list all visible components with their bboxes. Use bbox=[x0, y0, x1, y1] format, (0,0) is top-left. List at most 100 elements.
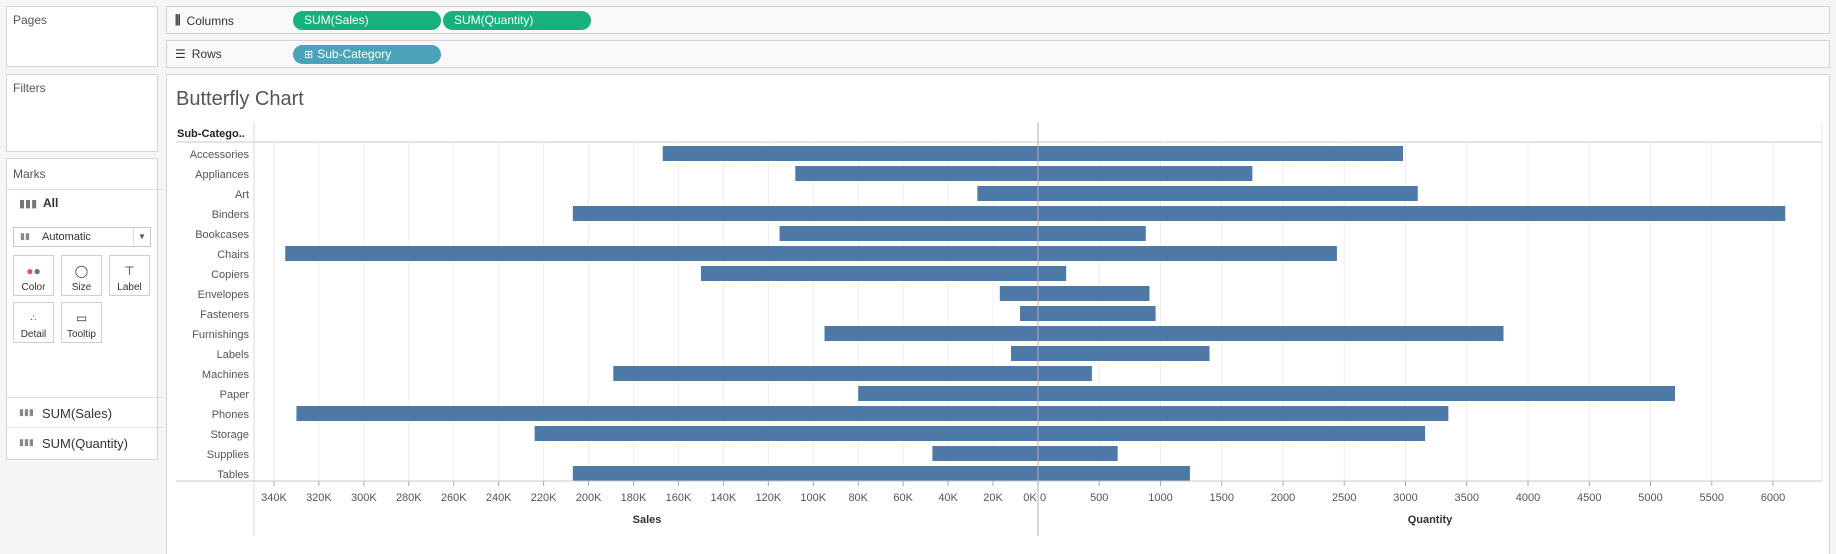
pages-card[interactable]: Pages bbox=[6, 6, 158, 67]
detail-icon: ∴ bbox=[30, 313, 37, 323]
quantity-bar[interactable] bbox=[1038, 266, 1067, 281]
category-label: Machines bbox=[202, 369, 250, 381]
quantity-tick-label: 1500 bbox=[1210, 492, 1234, 504]
sales-bar[interactable] bbox=[662, 146, 1038, 161]
quantity-tick-label: 4000 bbox=[1516, 492, 1540, 504]
color-button-label: Color bbox=[21, 282, 46, 293]
quantity-bar[interactable] bbox=[1038, 386, 1675, 401]
marks-all-label: All bbox=[43, 196, 59, 210]
quantity-tick-label: 500 bbox=[1090, 492, 1108, 504]
rows-pill-sub-category[interactable]: ⊞ Sub-Category bbox=[293, 45, 441, 64]
tooltip-icon: ▭ bbox=[75, 311, 88, 325]
quantity-tick-label: 1000 bbox=[1148, 492, 1172, 504]
expand-icon: ⊞ bbox=[304, 49, 314, 61]
quantity-bar[interactable] bbox=[1038, 206, 1786, 221]
sales-bar[interactable] bbox=[779, 226, 1038, 241]
category-label: Chairs bbox=[217, 249, 249, 261]
category-label: Storage bbox=[210, 429, 249, 441]
category-label: Bookcases bbox=[195, 229, 249, 241]
sales-bar[interactable] bbox=[1020, 306, 1038, 321]
filters-card[interactable]: Filters bbox=[6, 74, 158, 152]
columns-pill-quantity[interactable]: SUM(Quantity) bbox=[443, 11, 591, 30]
size-icon: ◯ bbox=[74, 264, 89, 278]
chart-title: Butterfly Chart bbox=[176, 88, 304, 110]
mark-type-dropdown[interactable]: ▮▮ Automatic ▼ bbox=[13, 227, 151, 247]
category-label: Binders bbox=[212, 209, 250, 221]
quantity-bar[interactable] bbox=[1038, 426, 1426, 441]
columns-shelf[interactable]: ⫼ Columns SUM(Sales) SUM(Quantity) bbox=[166, 6, 1830, 34]
sales-tick-label: 0K bbox=[1023, 492, 1037, 504]
quantity-bar[interactable] bbox=[1038, 406, 1449, 421]
sales-tick-label: 40K bbox=[938, 492, 958, 504]
quantity-tick-label: 2500 bbox=[1332, 492, 1356, 504]
marks-all-row[interactable]: ▮▮▮ All bbox=[7, 189, 163, 217]
category-label: Appliances bbox=[195, 169, 249, 181]
quantity-bar[interactable] bbox=[1038, 186, 1418, 201]
quantity-bar[interactable] bbox=[1038, 286, 1150, 301]
sales-bar[interactable] bbox=[613, 366, 1038, 381]
quantity-bar[interactable] bbox=[1038, 226, 1146, 241]
pages-card-title: Pages bbox=[13, 13, 48, 27]
row-header-label: Sub-Catego.. bbox=[177, 128, 245, 140]
measure-sales-label: SUM(Sales) bbox=[42, 406, 113, 421]
columns-pill-quantity-label: SUM(Quantity) bbox=[454, 13, 534, 27]
sales-bar[interactable] bbox=[534, 426, 1038, 441]
quantity-bar[interactable] bbox=[1038, 326, 1504, 341]
quantity-bar[interactable] bbox=[1038, 466, 1190, 481]
sales-tick-label: 340K bbox=[261, 492, 287, 504]
quantity-tick-label: 5000 bbox=[1638, 492, 1662, 504]
sales-bar[interactable] bbox=[977, 186, 1038, 201]
quantity-bar[interactable] bbox=[1038, 146, 1404, 161]
sales-bar[interactable] bbox=[932, 446, 1038, 461]
quantity-bar[interactable] bbox=[1038, 246, 1337, 261]
tooltip-button-label: Tooltip bbox=[67, 329, 96, 340]
sales-bar[interactable] bbox=[285, 246, 1038, 261]
quantity-bar[interactable] bbox=[1038, 446, 1118, 461]
category-label: Furnishings bbox=[192, 329, 249, 341]
bar-chart-icon: ▮▮▮ bbox=[19, 407, 34, 417]
tooltip-button[interactable]: ▭ Tooltip bbox=[61, 302, 102, 343]
sales-bar[interactable] bbox=[999, 286, 1038, 301]
measure-sales-row[interactable]: ▮▮▮ SUM(Sales) bbox=[7, 397, 163, 427]
sales-bar[interactable] bbox=[572, 206, 1038, 221]
sales-bar[interactable] bbox=[572, 466, 1038, 481]
marks-card: Marks ▮▮▮ All ▮▮ Automatic ▼ ●● Color ◯ … bbox=[6, 158, 163, 460]
rows-shelf-label: Rows bbox=[191, 47, 222, 61]
sales-tick-label: 320K bbox=[306, 492, 332, 504]
bar-chart-icon: ▮▮▮ bbox=[19, 437, 34, 447]
quantity-bar[interactable] bbox=[1038, 306, 1156, 321]
category-label: Supplies bbox=[207, 449, 250, 461]
mark-type-value: Automatic bbox=[42, 231, 91, 243]
columns-pill-sales[interactable]: SUM(Sales) bbox=[293, 11, 441, 30]
sales-bar[interactable] bbox=[296, 406, 1039, 421]
sales-tick-label: 20K bbox=[983, 492, 1003, 504]
rows-icon: ☰ bbox=[175, 47, 186, 61]
sales-bar[interactable] bbox=[700, 266, 1038, 281]
rows-pill-sub-category-label: Sub-Category bbox=[317, 47, 392, 61]
columns-shelf-header: ⫼ Columns bbox=[175, 13, 234, 28]
quantity-bar[interactable] bbox=[1038, 366, 1092, 381]
sales-bar[interactable] bbox=[824, 326, 1038, 341]
label-button[interactable]: ⊤ Label bbox=[109, 255, 150, 296]
label-icon: ⊤ bbox=[124, 264, 135, 278]
quantity-bar[interactable] bbox=[1038, 346, 1210, 361]
category-label: Art bbox=[235, 189, 249, 201]
sales-bar[interactable] bbox=[1011, 346, 1038, 361]
quantity-bar[interactable] bbox=[1038, 166, 1253, 181]
size-button-label: Size bbox=[71, 282, 92, 293]
sales-bar[interactable] bbox=[795, 166, 1038, 181]
size-button[interactable]: ◯ Size bbox=[61, 255, 102, 296]
detail-button-label: Detail bbox=[20, 329, 47, 340]
sales-bar[interactable] bbox=[858, 386, 1038, 401]
columns-icon: ⫼ bbox=[175, 13, 181, 27]
sales-tick-label: 300K bbox=[351, 492, 377, 504]
detail-button[interactable]: ∴ Detail bbox=[13, 302, 54, 343]
color-button[interactable]: ●● Color bbox=[13, 255, 54, 296]
sales-tick-label: 60K bbox=[893, 492, 913, 504]
sales-tick-label: 220K bbox=[531, 492, 557, 504]
bar-chart-icon: ▮▮ bbox=[20, 231, 30, 241]
sales-tick-label: 180K bbox=[621, 492, 647, 504]
measure-quantity-row[interactable]: ▮▮▮ SUM(Quantity) bbox=[7, 427, 163, 459]
rows-shelf[interactable]: ☰ Rows ⊞ Sub-Category bbox=[166, 40, 1830, 68]
